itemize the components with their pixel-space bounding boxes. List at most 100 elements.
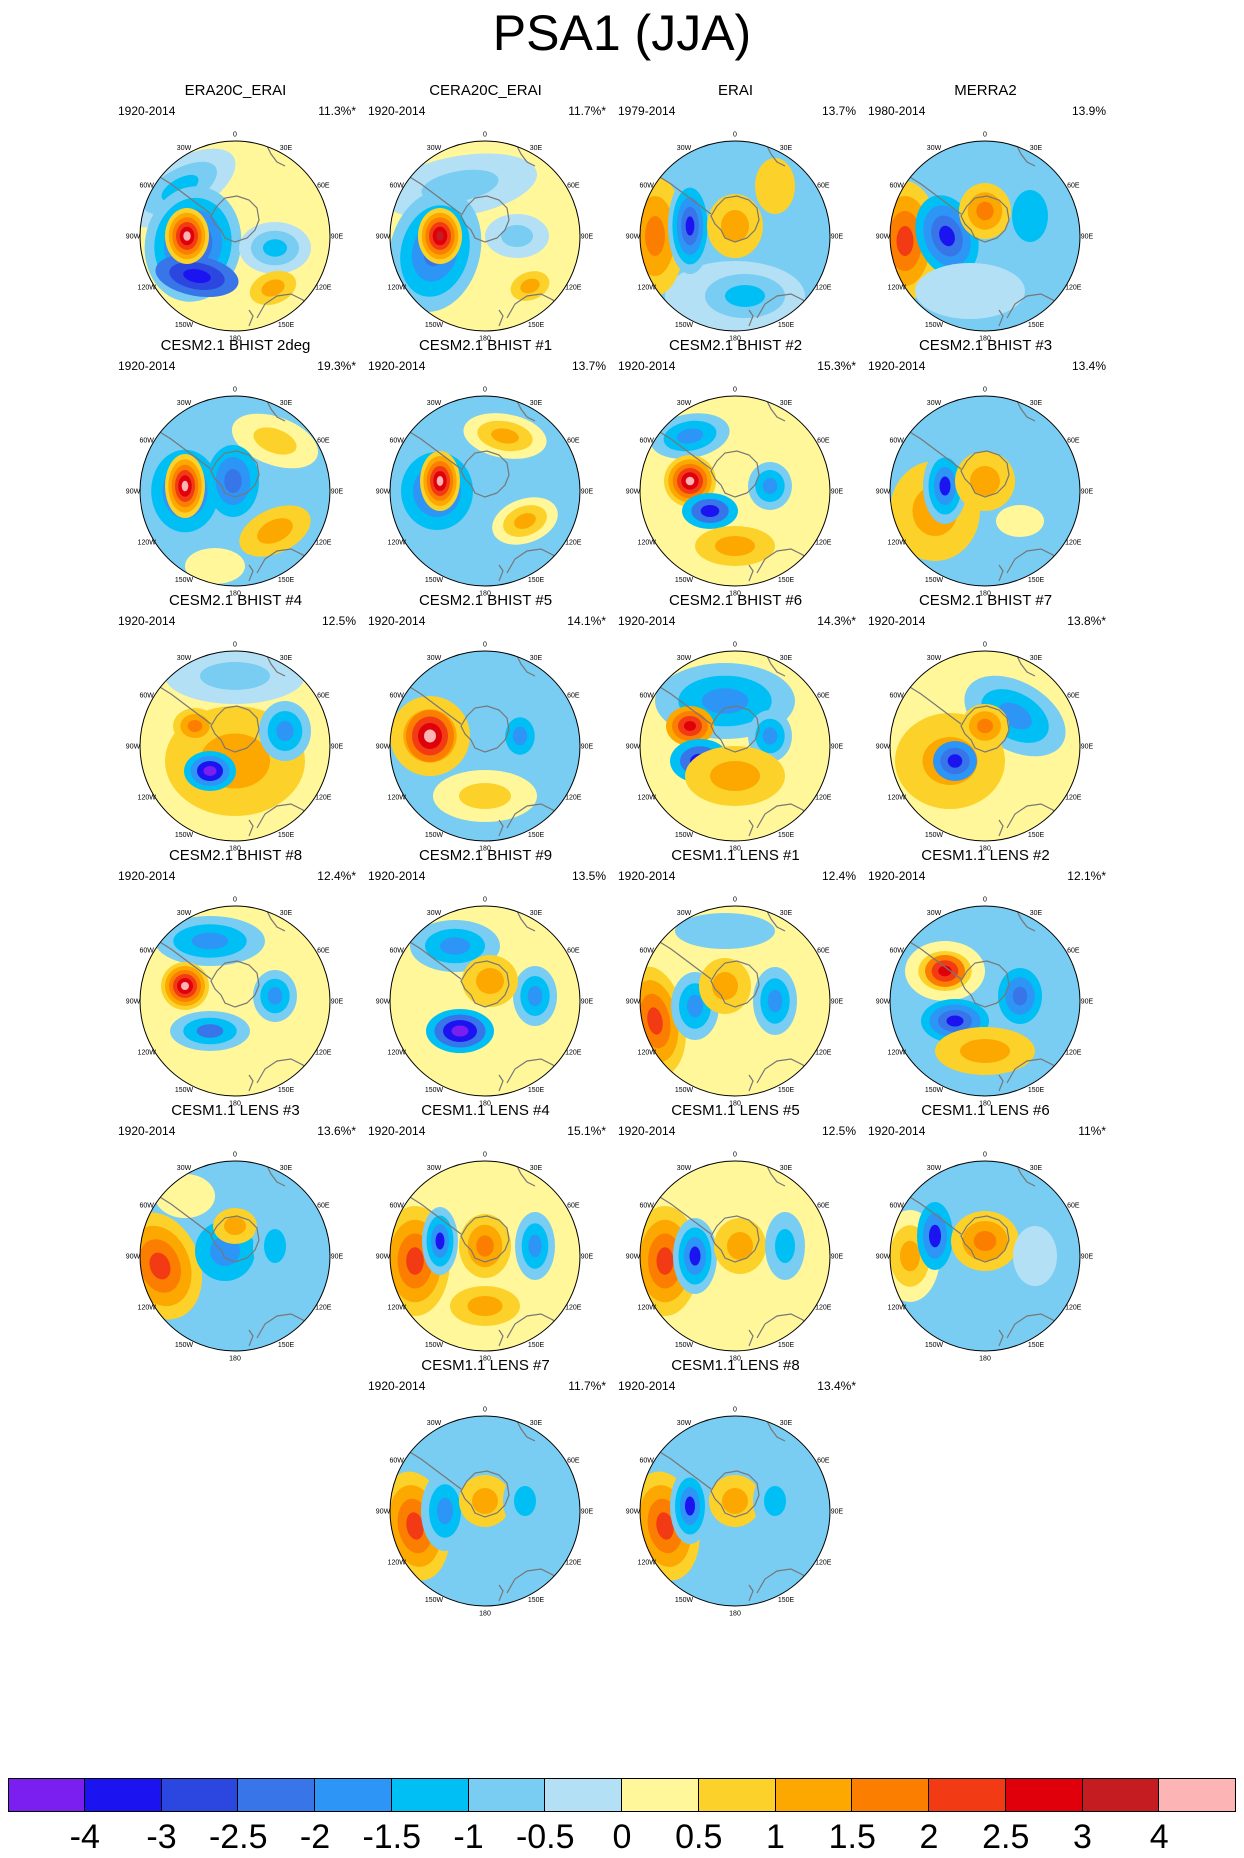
- longitude-label: 120W: [388, 1305, 407, 1312]
- longitude-label: 120W: [138, 1050, 157, 1057]
- contour-fill: [183, 231, 191, 241]
- colorbar-swatch: [545, 1778, 622, 1812]
- panel-title: CESM2.1 BHIST #4: [168, 592, 303, 609]
- longitude-label: 150W: [925, 832, 944, 839]
- longitude-label: 30W: [177, 400, 192, 407]
- contour-fill: [762, 727, 778, 745]
- antarctica-coastline: [960, 960, 1010, 1008]
- polar-map: 0 30E 60E 90E 120E 150E 180 150W 120W 90W 60W 30W: [126, 387, 344, 598]
- panel-title: ERAI: [717, 82, 753, 99]
- panel-variance: 13.7%: [821, 104, 856, 118]
- longitude-label: 0: [233, 132, 237, 139]
- longitude-label: 90E: [581, 1509, 594, 1516]
- longitude-label: 60W: [389, 1458, 404, 1465]
- map-panel: CESM2.1 BHIST #6 1920-2014 14.3%* 0 30E 60E 90…: [603, 592, 868, 867]
- contour-fill: [224, 469, 242, 493]
- longitude-label: 90W: [126, 744, 141, 751]
- longitude-label: 0: [983, 1152, 987, 1159]
- panel-variance: 13.4%*: [817, 1379, 856, 1393]
- contour-fill: [700, 505, 720, 517]
- longitude-label: 30E: [530, 655, 543, 662]
- longitude-label: 30E: [280, 655, 293, 662]
- colorbar-swatch: [161, 1778, 239, 1812]
- longitude-label: 60W: [389, 183, 404, 190]
- longitude-label: 30E: [780, 1165, 793, 1172]
- new-zealand-coastline: [498, 1329, 504, 1347]
- africa-coastline: [1014, 141, 1036, 167]
- panel-title: MERRA2: [954, 82, 1017, 99]
- map-border: [139, 395, 331, 587]
- longitude-label: 150W: [675, 832, 694, 839]
- contour-fill: [767, 989, 783, 1013]
- new-zealand-coastline: [248, 1329, 254, 1347]
- longitude-label: 0: [733, 132, 737, 139]
- contour-fill: [200, 662, 270, 690]
- contour-fill: [656, 1512, 674, 1540]
- map-border: [389, 395, 581, 587]
- panel-years: 1920-2014: [368, 869, 426, 883]
- contour-fill: [440, 937, 470, 955]
- colorbar-swatch: [315, 1778, 392, 1812]
- colorbar-label: -1: [453, 1818, 484, 1856]
- longitude-label: 180: [479, 336, 491, 343]
- longitude-label: 120E: [565, 285, 582, 292]
- figure-title: PSA1 (JJA): [492, 5, 752, 61]
- map-border: [889, 650, 1081, 842]
- south-america-coastline: [404, 683, 462, 725]
- longitude-label: 120E: [815, 540, 832, 547]
- contour-fill: [722, 1488, 748, 1514]
- polar-map: 0 30E 60E 90E 120E 150E 180 150W 120W 90W 60W 30W: [626, 1407, 844, 1618]
- longitude-label: 150E: [778, 322, 795, 329]
- polar-map: 0 30E 60E 90E 120E 150E 180 150W 120W 90W 60W 30W: [126, 897, 344, 1108]
- south-america-coastline: [404, 173, 462, 215]
- new-zealand-coastline: [498, 564, 504, 582]
- longitude-label: 0: [733, 1407, 737, 1414]
- longitude-label: 30W: [927, 400, 942, 407]
- panel-years: 1920-2014: [118, 614, 176, 628]
- africa-coastline: [514, 396, 536, 422]
- longitude-label: 60W: [639, 948, 654, 955]
- longitude-label: 30W: [177, 1165, 192, 1172]
- map-panel: CESM1.1 LENS #2 1920-2014 12.1%* 0 30E 60E 90E…: [853, 847, 1118, 1122]
- south-america-coastline: [654, 683, 712, 725]
- longitude-label: 150E: [528, 577, 545, 584]
- antarctica-coastline: [210, 1215, 260, 1263]
- longitude-label: 30E: [530, 1420, 543, 1427]
- panel-years: 1920-2014: [118, 104, 176, 118]
- contour-fill: [520, 278, 540, 294]
- south-america-coastline: [904, 683, 962, 725]
- panel-title: CESM1.1 LENS #5: [671, 1102, 800, 1119]
- panel-variance: 11.3%*: [318, 104, 356, 118]
- longitude-label: 30W: [927, 910, 942, 917]
- contour-fill: [472, 1488, 498, 1514]
- longitude-label: 150W: [425, 577, 444, 584]
- longitude-label: 120W: [138, 285, 157, 292]
- contour-fill: [775, 1229, 795, 1263]
- longitude-label: 150E: [528, 322, 545, 329]
- contour-fill: [191, 932, 229, 950]
- africa-coastline: [514, 141, 536, 167]
- longitude-label: 150W: [175, 832, 194, 839]
- longitude-label: 180: [229, 1101, 241, 1108]
- contour-fill: [161, 174, 199, 202]
- panel-variance: 15.1%*: [567, 1124, 606, 1138]
- longitude-label: 90E: [581, 234, 594, 241]
- longitude-label: 180: [479, 1356, 491, 1363]
- antarctica-coastline: [460, 705, 510, 753]
- longitude-label: 150E: [278, 1342, 295, 1349]
- antarctica-coastline: [710, 450, 760, 498]
- longitude-label: 0: [233, 387, 237, 394]
- longitude-label: 30W: [677, 400, 692, 407]
- longitude-label: 120E: [315, 285, 332, 292]
- longitude-label: 180: [479, 1611, 491, 1618]
- longitude-label: 90W: [626, 1254, 641, 1261]
- longitude-label: 30E: [780, 1420, 793, 1427]
- longitude-label: 90E: [581, 744, 594, 751]
- longitude-label: 120W: [638, 1560, 657, 1567]
- colorbar-swatch: [852, 1778, 929, 1812]
- longitude-label: 30W: [677, 1420, 692, 1427]
- longitude-label: 90W: [876, 1254, 891, 1261]
- longitude-label: 120E: [815, 285, 832, 292]
- polar-map: 0 30E 60E 90E 120E 150E 180 150W 120W 90W 60W 30W: [376, 642, 594, 853]
- map-border: [139, 1160, 331, 1352]
